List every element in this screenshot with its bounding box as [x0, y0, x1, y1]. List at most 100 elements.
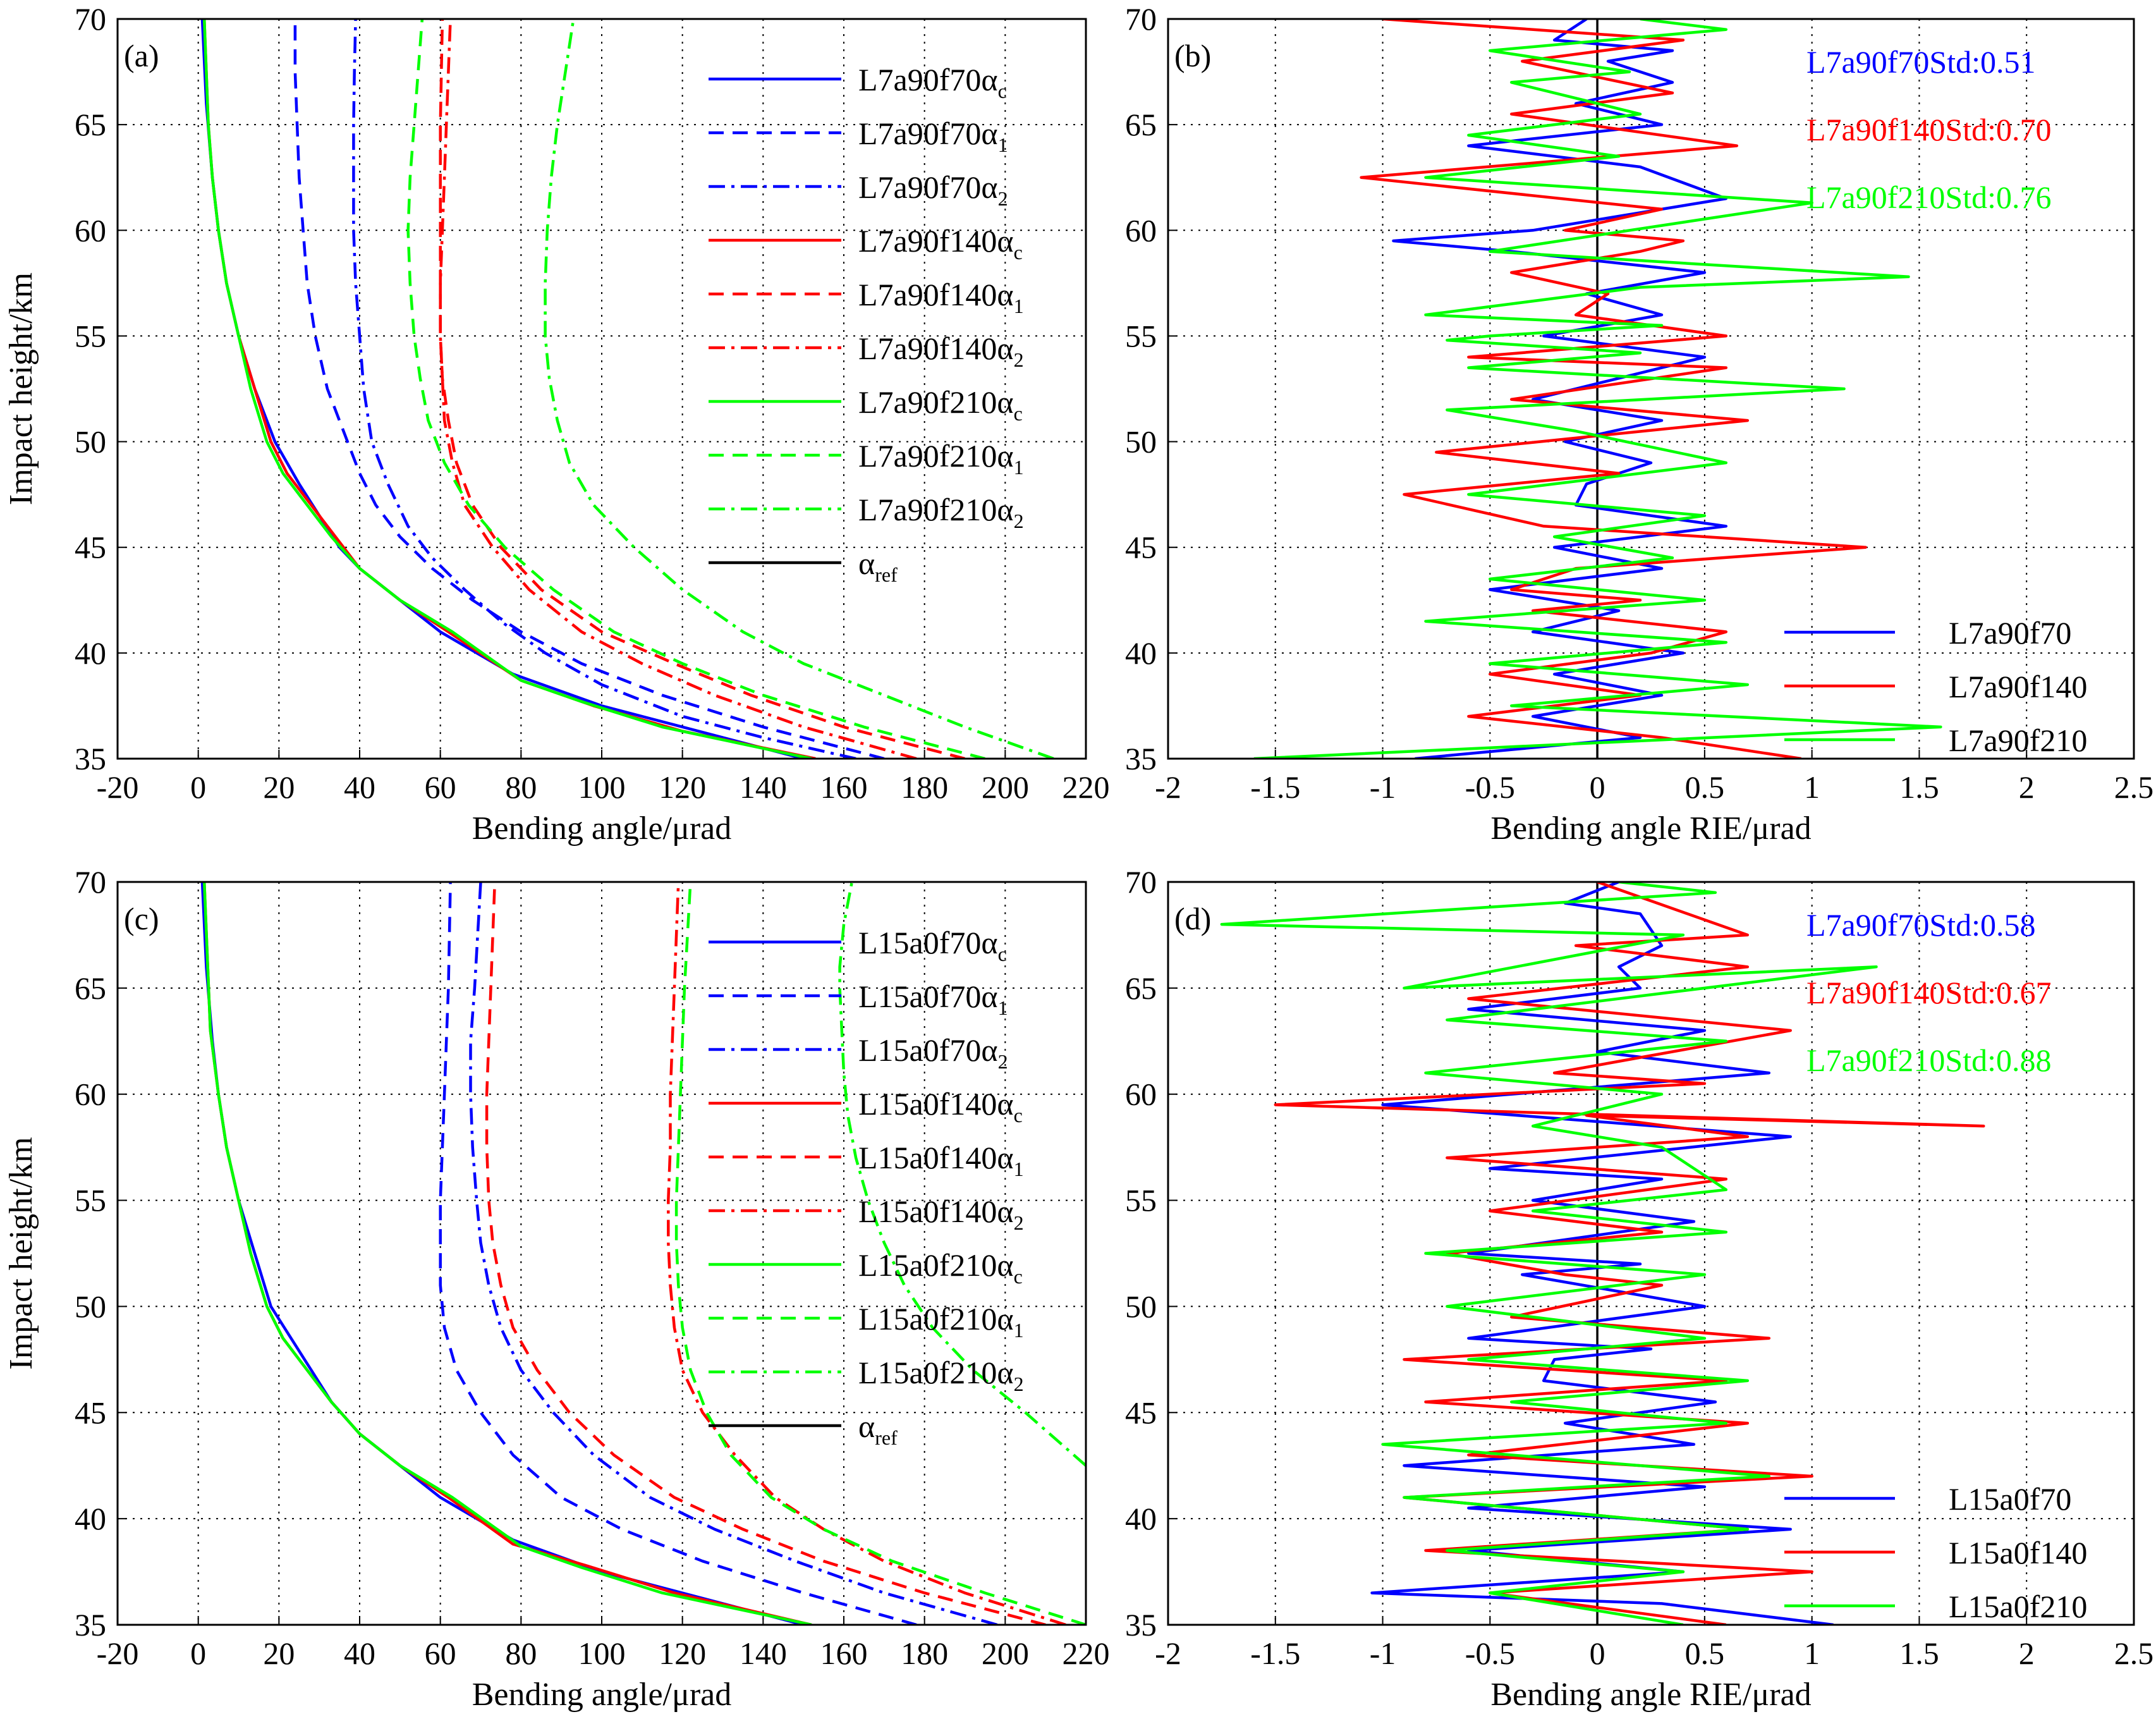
x-tick-label: 60 — [425, 1636, 456, 1671]
x-tick-label: -2 — [1155, 769, 1181, 805]
y-tick-label: 35 — [1125, 741, 1157, 776]
x-tick-label: -0.5 — [1465, 1636, 1515, 1671]
legend-entry-subscript: c — [1014, 1265, 1023, 1288]
series-line-l7a90f140 — [1360, 19, 1867, 759]
legend-entry-subscript: 2 — [1014, 1211, 1024, 1234]
y-tick-label: 50 — [1125, 1288, 1157, 1324]
series-line-l15a0f210 — [1220, 882, 1878, 1625]
series-line-l7a90f70-c — [200, 19, 804, 759]
y-tick-label: 55 — [1125, 1183, 1157, 1218]
legend-entry-subscript: 1 — [1014, 456, 1024, 479]
x-tick-label: 220 — [1063, 769, 1110, 805]
x-tick-label: 2.5 — [2114, 1636, 2154, 1671]
series-line-l15a0f70-c — [200, 882, 804, 1625]
legend-entry: L7a90f210α2 — [858, 492, 1024, 532]
y-tick-label: 45 — [75, 530, 106, 565]
legend-entry-subscript: c — [998, 80, 1007, 102]
x-tick-label: 120 — [659, 1636, 706, 1671]
x-tick-label: 0 — [1590, 1636, 1605, 1671]
legend-entry-subscript: c — [1014, 241, 1023, 264]
series-line-l15a0f140-1 — [485, 882, 1046, 1625]
x-tick-label: 40 — [344, 1636, 375, 1671]
y-axis-label: Impact height/km — [3, 1137, 39, 1369]
legend-entry: L15a0f210α2 — [858, 1355, 1024, 1395]
y-tick-label: 40 — [1125, 1501, 1157, 1536]
y-tick-label: 50 — [1125, 424, 1157, 460]
legend-entry: L7a90f70 — [1949, 615, 2071, 651]
x-tick-label: 80 — [505, 769, 537, 805]
x-tick-label: 160 — [820, 769, 868, 805]
y-tick-label: 70 — [75, 1, 106, 37]
series-group — [1220, 882, 1985, 1625]
legend-entry-subscript: c — [1014, 402, 1023, 425]
series-line-l7a90f70-2 — [352, 19, 856, 759]
x-tick-label: 100 — [578, 1636, 626, 1671]
y-tick-label: 60 — [75, 212, 106, 248]
x-tick-label: 180 — [901, 769, 948, 805]
y-tick-label: 35 — [1125, 1607, 1157, 1643]
legend-entry-subscript: c — [1014, 1104, 1023, 1127]
panel-label: (b) — [1174, 38, 1211, 73]
grid — [1167, 881, 2135, 1625]
x-tick-label: 0.5 — [1685, 1636, 1725, 1671]
legend-entry-subscript: 1 — [998, 133, 1008, 156]
std-annotation: L7a90f70Std:0.58 — [1806, 907, 2035, 943]
series-line-l15a0f70-1 — [439, 882, 917, 1625]
legend-entry: L15a0f210 — [1949, 1589, 2087, 1624]
x-tick-label: 0.5 — [1685, 769, 1725, 805]
y-tick-label: 50 — [75, 424, 106, 460]
panel-b: -2 -1.5 -1 -0.5 0 0.5 1 1.5 2 2.5 35 40 45 50 55 60 65 70… — [1125, 1, 2153, 847]
x-tick-label: 160 — [820, 1636, 868, 1671]
y-tick-label: 60 — [1125, 212, 1157, 248]
legend: L15a0f70αc L15a0f70α1 L15a0f70α2 L15a0f140α… — [709, 925, 1024, 1449]
x-axis-label: Bending angle RIE/μrad — [1490, 811, 1811, 847]
x-tick-label: 2.5 — [2114, 769, 2154, 805]
legend-entry-subscript: 1 — [1014, 1319, 1024, 1342]
legend-entry: L15a0f140αc — [858, 1086, 1023, 1127]
x-tick-label: 140 — [740, 1636, 787, 1671]
y-tick-label: 70 — [1125, 1, 1157, 37]
legend-entry: L15a0f210αc — [858, 1247, 1023, 1288]
panel-c: -20 0 20 40 60 80 100 120 140 160 180 200 2203540455… — [3, 864, 1110, 1713]
x-tick-label: 140 — [740, 769, 787, 805]
y-tick-label: 40 — [1125, 635, 1157, 671]
series-line-l15a0f70 — [1370, 882, 1834, 1625]
legend: L15a0f70 L15a0f140 L15a0f210 — [1784, 1481, 2087, 1624]
legend-entry: L7a90f140 — [1949, 669, 2087, 704]
series-line-l7a90f210-c — [202, 19, 812, 759]
legend-entry: L7a90f70α1 — [858, 116, 1008, 156]
series-line-l7a90f70-1 — [293, 19, 885, 759]
std-annotation: L7a90f210Std:0.88 — [1806, 1043, 2051, 1078]
legend-entry: L7a90f140α2 — [858, 331, 1024, 371]
x-axis-label: Bending angle/μrad — [472, 1677, 732, 1713]
std-annotation: L7a90f140Std:0.67 — [1806, 975, 2051, 1010]
legend-entry-subscript: c — [998, 943, 1007, 965]
y-tick-label: 40 — [75, 635, 106, 671]
std-annotation: L7a90f70Std:0.51 — [1806, 44, 2035, 80]
legend-entry-subscript: 1 — [1014, 295, 1024, 317]
x-tick-label: -1.5 — [1250, 1636, 1300, 1671]
x-tick-label: 80 — [505, 1636, 537, 1671]
std-annotation: L7a90f140Std:0.70 — [1806, 112, 2051, 147]
y-tick-label: 35 — [75, 1607, 106, 1643]
series-line-l7a90f140-1 — [439, 19, 966, 759]
legend-entry: αref — [858, 546, 898, 586]
x-tick-label: -1.5 — [1250, 769, 1300, 805]
x-tick-label: 100 — [578, 769, 626, 805]
legend-entry: L15a0f140α2 — [858, 1194, 1024, 1234]
x-tick-label: 1.5 — [1899, 1636, 1939, 1671]
legend-entry: αref — [858, 1409, 898, 1449]
legend-entry: L7a90f210α1 — [858, 438, 1024, 479]
x-tick-label: 40 — [344, 769, 375, 805]
x-axis-label: Bending angle/μrad — [472, 811, 732, 847]
y-tick-label: 65 — [1125, 970, 1157, 1006]
y-tick-label: 40 — [75, 1501, 106, 1536]
x-tick-label: 0 — [190, 1636, 206, 1671]
y-tick-label: 65 — [75, 107, 106, 142]
y-axis-label: Impact height/km — [3, 272, 39, 505]
x-tick-label: 20 — [263, 769, 295, 805]
plot-frame — [1167, 18, 2135, 760]
panel-label: (c) — [124, 901, 159, 936]
legend-entry: L7a90f140αc — [858, 223, 1023, 264]
